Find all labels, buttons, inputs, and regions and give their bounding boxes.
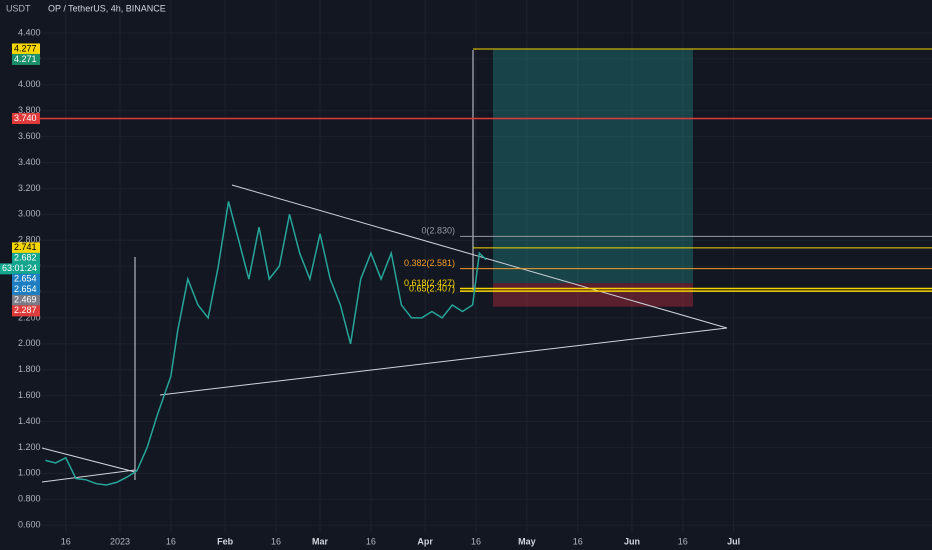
price-label: 2.287	[14, 305, 37, 315]
x-tick-label: 16	[61, 536, 71, 546]
price-label-box	[12, 112, 40, 124]
y-unit: USDT	[6, 3, 31, 13]
price-label-box	[12, 242, 40, 254]
fib-label: 0.382(2.581)	[404, 258, 455, 268]
trendline	[41, 447, 136, 473]
x-tick-label: May	[518, 536, 536, 546]
price-label-box	[12, 43, 40, 55]
y-tick-label: 3.000	[18, 209, 41, 219]
x-tick-label: Apr	[417, 536, 433, 546]
countdown-box	[0, 263, 40, 275]
price-label: 4.277	[14, 43, 37, 53]
price-label: 2.469	[14, 295, 37, 305]
y-tick-label: 2.000	[18, 338, 41, 348]
y-tick-label: 1.000	[18, 468, 41, 478]
y-tick-label: 1.200	[18, 442, 41, 452]
y-tick-label: 2.200	[18, 312, 41, 322]
y-tick-label: 0.600	[18, 520, 41, 530]
trendline	[159, 327, 728, 396]
price-label-box	[12, 53, 40, 65]
fib-label: 0(2.830)	[421, 226, 455, 236]
stop-zone	[493, 283, 693, 307]
chart-title: OP / TetherUS, 4h, BINANCE	[48, 3, 166, 13]
x-tick-label: Jun	[624, 536, 640, 546]
x-tick-label: 2023	[110, 536, 130, 546]
y-tick-label: 2.800	[18, 235, 41, 245]
fib-label: 0.618(2.427)	[404, 278, 455, 288]
x-tick-label: Feb	[217, 536, 234, 546]
trendline	[41, 469, 136, 483]
x-tick-label: 16	[471, 536, 481, 546]
price-label-box	[12, 294, 40, 306]
fib-label: 0.65(2.407)	[409, 283, 455, 293]
price-label: 3.740	[14, 113, 37, 123]
x-tick-label: 16	[678, 536, 688, 546]
countdown: 63:01:24	[2, 263, 37, 273]
price-label: 2.682	[14, 253, 37, 263]
y-tick-label: 3.600	[18, 131, 41, 141]
x-tick-label: Mar	[312, 536, 329, 546]
y-tick-label: 1.600	[18, 390, 41, 400]
y-tick-label: 0.800	[18, 494, 41, 504]
price-label-box	[12, 252, 40, 264]
x-tick-label: 16	[271, 536, 281, 546]
price-label: 2.654	[14, 274, 37, 284]
price-label: 2.741	[14, 242, 37, 252]
x-tick-label: 16	[573, 536, 583, 546]
x-tick-label: Jul	[727, 536, 740, 546]
y-tick-label: 1.800	[18, 364, 41, 374]
y-tick-label: 3.400	[18, 157, 41, 167]
price-label-box	[12, 273, 40, 285]
x-tick-label: 16	[366, 536, 376, 546]
price-label: 2.654	[14, 284, 37, 294]
plot	[40, 48, 932, 486]
target-zone	[493, 49, 693, 284]
price-label-box	[12, 284, 40, 296]
y-tick-label: 3.200	[18, 183, 41, 193]
y-tick-label: 1.400	[18, 416, 41, 426]
price-line-series	[45, 201, 487, 486]
x-tick-label: 16	[166, 536, 176, 546]
price-label: 4.271	[14, 54, 37, 64]
price-label-box	[12, 305, 40, 317]
y-tick-label: 4.400	[18, 27, 41, 37]
time-axis	[0, 532, 932, 550]
y-tick-label: 4.000	[18, 79, 41, 89]
y-tick-label: 3.800	[18, 105, 41, 115]
